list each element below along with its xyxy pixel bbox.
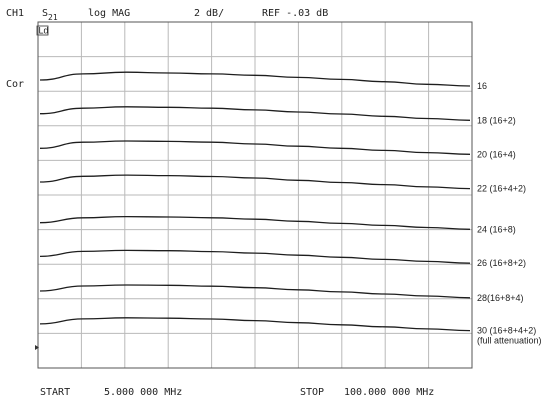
trace-label: 28(16+8+4) <box>477 293 524 303</box>
trace-label: 26 (16+8+2) <box>477 258 526 268</box>
trace-line <box>39 284 471 299</box>
trace-labels: 16 18 (16+2) 20 (16+4) 22 (16+4+2) 24 (16+8)… <box>477 81 542 346</box>
marker-box-text: Ld <box>39 26 49 36</box>
trace-line <box>39 71 471 87</box>
trace-line <box>39 215 471 230</box>
reference-label: REF -.03 dB <box>262 8 328 19</box>
trace-line <box>39 317 471 332</box>
trace-line <box>39 140 471 155</box>
scale-label: 2 dB/ <box>194 8 224 19</box>
trace-line <box>39 106 471 121</box>
trace-line <box>39 249 471 264</box>
trace-line <box>39 174 471 190</box>
format-label: log MAG <box>88 8 130 19</box>
trace-label-note: (full attenuation) <box>477 336 542 346</box>
trace-label: 16 <box>477 81 487 91</box>
graticule <box>37 21 473 369</box>
reference-position-marker <box>35 345 39 350</box>
graticule-frame <box>37 21 473 369</box>
trace-label: 18 (16+2) <box>477 115 516 125</box>
trace-label: 24 (16+8) <box>477 224 516 234</box>
start-label: START <box>40 387 70 398</box>
channel-label: CH1 <box>6 8 24 19</box>
traces <box>39 71 471 332</box>
parameter-label: S21 <box>42 8 58 22</box>
start-frequency: 5.000 000 MHz <box>104 387 182 398</box>
trace-label: 20 (16+4) <box>477 149 516 159</box>
stop-frequency: 100.000 000 MHz <box>344 387 434 398</box>
stop-label: STOP <box>300 387 324 398</box>
correction-label: Cor <box>6 79 24 90</box>
trace-label: 22 (16+4+2) <box>477 184 526 194</box>
trace-label: 30 (16+8+4+2) <box>477 326 536 336</box>
marker-box <box>36 25 49 36</box>
